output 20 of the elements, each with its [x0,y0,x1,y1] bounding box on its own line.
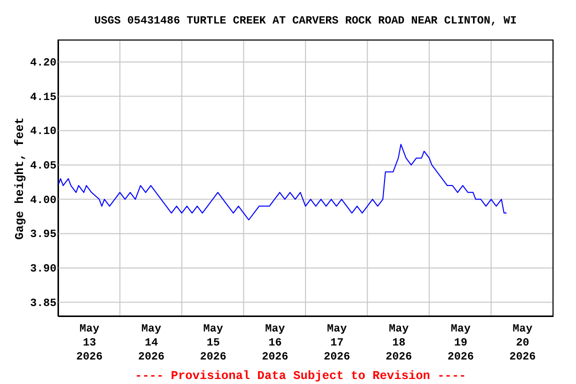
x-tick-label: May 19 2026 [447,324,474,364]
x-tick-label: May 13 2026 [76,324,103,364]
y-axis-title: Gage height, feet [13,117,28,240]
y-tick-label: 3.85 [30,298,57,310]
y-tick-label: 3.90 [30,263,56,276]
x-tick-label: May 17 2026 [324,324,350,364]
text: ---- Provisional Data Subject to Revision ---- [134,369,466,383]
y-tick-label: 3.95 [30,229,57,242]
line-series [58,144,508,220]
x-tick-label: May 16 2026 [262,324,288,364]
chart-title: USGS 05431486 TURTLE CREEK AT CARVERS ROCK ROAD NEAR CLINTON, WI [94,16,517,28]
x-tick-label: May 20 2026 [509,324,536,364]
x-tick-label: May 14 2026 [138,324,165,364]
x-tick-label: May 18 2026 [386,324,412,364]
x-tick-label: May 15 2026 [200,324,226,364]
y-tick-label: 4.20 [30,57,56,70]
y-tick-label: 4.10 [30,126,56,138]
y-tick-label: 4.00 [30,194,56,207]
y-tick-label: 4.05 [30,160,57,172]
y-tick-label: 4.15 [30,92,57,104]
